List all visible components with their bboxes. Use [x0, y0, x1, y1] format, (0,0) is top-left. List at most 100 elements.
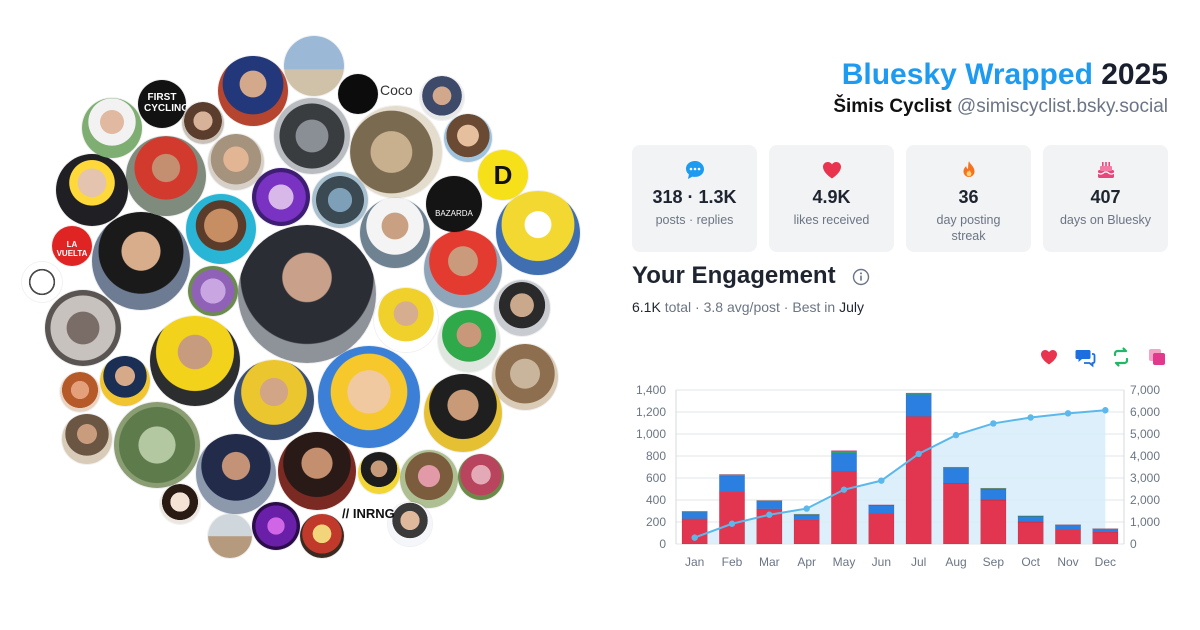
avatar[interactable] — [284, 36, 344, 96]
y2-tick-label: 1,000 — [1130, 515, 1160, 529]
avatar[interactable] — [62, 414, 112, 464]
bar-replies — [681, 511, 708, 520]
avatar[interactable] — [100, 356, 150, 406]
cumulative-point — [1102, 407, 1109, 414]
avatar[interactable] — [312, 172, 368, 228]
avatar[interactable] — [374, 288, 438, 352]
avatar[interactable] — [186, 194, 256, 264]
cumulative-point — [878, 477, 885, 484]
avatar[interactable] — [56, 154, 128, 226]
avatar[interactable] — [114, 402, 200, 488]
avatar[interactable] — [82, 98, 142, 158]
reply-toggle-icon[interactable] — [1074, 346, 1096, 368]
avatar[interactable] — [252, 168, 310, 226]
quote-toggle-icon[interactable] — [1146, 346, 1168, 368]
stat-card-likes: 4.9K likes received — [769, 145, 894, 252]
x-tick-label: Jul — [911, 555, 926, 569]
cumulative-point — [691, 534, 698, 541]
avatar[interactable] — [60, 372, 100, 412]
bar-replies — [980, 488, 1007, 501]
avatar[interactable] — [188, 266, 238, 316]
avatar-first-cycling[interactable]: FIRST CYCLING — [138, 80, 186, 128]
cumulative-point — [915, 450, 922, 457]
cumulative-line — [694, 409, 1106, 539]
bar-likes — [905, 416, 932, 545]
engagement-average: 3.8 avg/post — [703, 299, 780, 315]
stats-row: 318 · 1.3K posts · replies 4.9K likes re… — [632, 145, 1168, 252]
y2-tick-label: 0 — [1130, 537, 1137, 551]
cumulative-point — [1027, 414, 1034, 421]
avatar-d-logo[interactable]: D — [478, 150, 528, 200]
avatar[interactable] — [494, 280, 550, 336]
avatar[interactable] — [92, 212, 190, 310]
avatar[interactable] — [424, 230, 502, 308]
avatar[interactable] — [388, 502, 432, 546]
y2-tick-label: 4,000 — [1130, 449, 1160, 463]
engagement-best-month: July — [839, 299, 864, 315]
x-tick-label: Aug — [945, 555, 966, 569]
x-tick-label: May — [833, 555, 856, 569]
avatar[interactable] — [444, 114, 492, 162]
avatar[interactable] — [45, 290, 121, 366]
avatar[interactable] — [182, 102, 224, 144]
avatar[interactable] — [350, 106, 442, 198]
cumulative-point — [990, 420, 997, 427]
avatar[interactable] — [492, 344, 558, 410]
speech-bubble-icon — [685, 161, 704, 179]
avatar[interactable] — [234, 360, 314, 440]
avatar[interactable] — [208, 134, 264, 190]
y2-tick-label: 7,000 — [1130, 383, 1160, 397]
avatar[interactable] — [400, 450, 458, 508]
avatar[interactable] — [196, 434, 276, 514]
info-icon[interactable] — [852, 268, 870, 286]
avatar[interactable] — [318, 346, 420, 448]
x-tick-label: Mar — [759, 555, 780, 569]
avatar[interactable] — [458, 454, 504, 500]
engagement-total: 6.1K — [632, 299, 661, 315]
bar-replies — [831, 452, 857, 472]
avatar[interactable] — [218, 56, 288, 126]
stat-label: days on Bluesky — [1059, 213, 1152, 227]
x-tick-label: Sep — [983, 555, 1005, 569]
x-tick-label: Feb — [722, 555, 743, 569]
engagement-summary: 6.1K total · 3.8 avg/post · Best in July — [632, 299, 864, 315]
avatar[interactable] — [160, 484, 200, 524]
avatar[interactable] — [358, 452, 400, 494]
avatar[interactable] — [424, 374, 502, 452]
bar-replies — [905, 394, 932, 417]
cumulative-point — [803, 505, 810, 512]
bar-replies — [1092, 528, 1119, 533]
avatar[interactable] — [208, 514, 252, 558]
stat-value: 318 · 1.3K — [652, 187, 737, 207]
avatar-bazarda[interactable]: BAZARDA — [426, 176, 482, 232]
x-tick-label: Apr — [797, 555, 816, 569]
avatar[interactable] — [274, 98, 350, 174]
heart-toggle-icon[interactable] — [1038, 346, 1060, 368]
avatar-wheel[interactable] — [22, 262, 62, 302]
avatar[interactable] — [252, 502, 300, 550]
bar-replies — [756, 500, 783, 510]
avatar-inrng[interactable]: // INRNG — [342, 506, 395, 521]
bar-likes — [1092, 531, 1119, 545]
user-identity: Šimis Cyclist @simiscyclist.bsky.social — [833, 96, 1168, 118]
x-tick-label: Dec — [1095, 555, 1116, 569]
avatar[interactable] — [360, 198, 430, 268]
engagement-best-label: Best in — [792, 299, 836, 315]
avatar[interactable] — [126, 136, 206, 216]
avatar-la-vuelta[interactable]: LA VUELTA — [52, 226, 92, 266]
avatar-cluster: FIRST CYCLING Coco LA VUELTA BAZARDA D /… — [22, 36, 580, 558]
series-toggles — [1038, 346, 1168, 368]
avatar-black[interactable] — [338, 74, 378, 114]
repost-toggle-icon[interactable] — [1110, 346, 1132, 368]
avatar[interactable] — [278, 432, 356, 510]
avatar[interactable] — [496, 191, 580, 275]
avatar[interactable] — [420, 76, 464, 120]
avatar-label: LA VUELTA — [56, 240, 88, 258]
bar-likes — [868, 512, 895, 545]
avatar[interactable] — [238, 225, 376, 363]
y2-tick-label: 2,000 — [1130, 493, 1160, 507]
user-handle[interactable]: @simiscyclist.bsky.social — [956, 96, 1168, 117]
avatar[interactable] — [438, 310, 500, 372]
avatar[interactable] — [150, 316, 240, 406]
avatar[interactable] — [300, 514, 344, 558]
